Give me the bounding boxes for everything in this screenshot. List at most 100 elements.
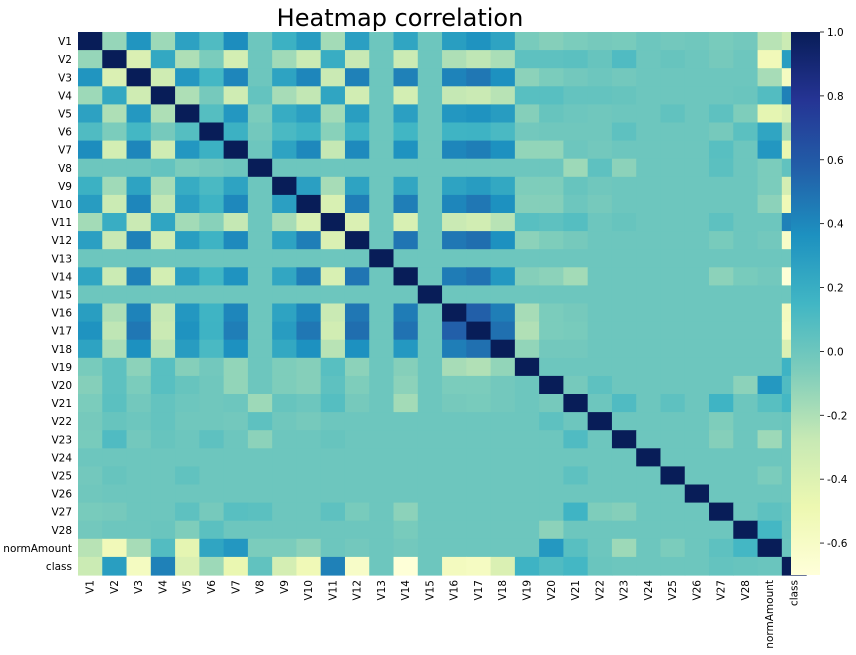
heatmap-cell xyxy=(442,231,467,250)
colorbar xyxy=(791,32,820,575)
heatmap-cell xyxy=(393,357,419,377)
heatmap-cell xyxy=(150,122,176,142)
heatmap-cell xyxy=(175,484,200,504)
heatmap-cell xyxy=(539,448,564,467)
heatmap-cell xyxy=(757,122,783,142)
heatmap-cell xyxy=(417,194,443,214)
heatmap-cell xyxy=(296,520,322,540)
heatmap-cell xyxy=(393,430,419,449)
heatmap-cell xyxy=(199,339,225,359)
heatmap-cell xyxy=(320,484,346,504)
heatmap-cell xyxy=(539,50,564,69)
colorbar-ticks: 1.0 0.8 0.6 0.4 0.2 0.0 -0.2 -0.4 -0.6 xyxy=(820,27,848,550)
heatmap-cell xyxy=(417,86,443,105)
heatmap-cell xyxy=(684,231,710,250)
heatmap-cell xyxy=(757,430,783,449)
x-tick-label: V9 xyxy=(279,580,291,594)
heatmap-cell xyxy=(175,321,200,341)
heatmap-cell xyxy=(199,394,225,413)
heatmap-cell xyxy=(587,430,613,449)
heatmap-cell xyxy=(247,122,273,142)
heatmap-cell xyxy=(490,538,516,558)
heatmap-cell xyxy=(199,538,225,558)
heatmap-cell xyxy=(490,394,516,413)
heatmap-cell xyxy=(563,32,589,51)
heatmap-cell xyxy=(247,484,273,504)
x-tick-label: V6 xyxy=(206,580,218,594)
heatmap-cell xyxy=(611,375,637,395)
heatmap-cell xyxy=(296,430,322,449)
y-tick-label: V12 xyxy=(51,235,72,247)
heatmap-cell xyxy=(199,32,225,51)
heatmap-cell xyxy=(223,556,249,576)
heatmap-cell xyxy=(126,285,152,305)
heatmap-cell xyxy=(539,321,564,341)
heatmap-cell xyxy=(709,140,734,160)
heatmap-cell xyxy=(272,484,298,504)
heatmap-cell xyxy=(78,430,103,449)
heatmap-cell xyxy=(199,104,225,124)
heatmap-cell xyxy=(78,158,103,178)
heatmap-cell xyxy=(150,50,176,69)
chart-title: Heatmap correlation xyxy=(277,4,524,32)
heatmap-cell xyxy=(466,303,492,323)
heatmap-cell xyxy=(223,412,249,431)
heatmap-cell xyxy=(320,375,346,395)
heatmap-cell xyxy=(442,321,467,341)
heatmap-cell xyxy=(393,394,419,413)
heatmap-cell xyxy=(587,32,613,51)
heatmap-cell xyxy=(247,68,273,87)
heatmap-cell xyxy=(490,285,516,305)
heatmap-cell xyxy=(466,520,492,540)
heatmap-cell xyxy=(150,68,176,87)
heatmap-cell xyxy=(393,68,419,87)
heatmap-cell xyxy=(247,267,273,286)
heatmap-cell xyxy=(539,285,564,305)
heatmap-cell xyxy=(611,194,637,214)
heatmap-cell xyxy=(709,68,734,87)
heatmap-cell xyxy=(563,394,589,413)
heatmap-cell xyxy=(247,394,273,413)
heatmap-cell xyxy=(247,303,273,323)
heatmap-cell xyxy=(684,68,710,87)
heatmap-cell xyxy=(102,321,128,341)
heatmap-cell xyxy=(636,32,662,51)
heatmap-cell xyxy=(684,430,710,449)
y-tick-label: V22 xyxy=(51,416,72,428)
heatmap-cell xyxy=(393,466,419,486)
heatmap-cell xyxy=(733,520,759,540)
heatmap-cell xyxy=(636,321,662,341)
heatmap-cell xyxy=(417,140,443,160)
heatmap-cell xyxy=(344,176,370,196)
heatmap-cell xyxy=(344,122,370,142)
heatmap-cell xyxy=(393,140,419,160)
colorbar-tick-label: -0.4 xyxy=(827,474,848,486)
heatmap-cell xyxy=(369,285,395,305)
heatmap-cell xyxy=(539,375,564,395)
heatmap-cell xyxy=(102,86,128,105)
heatmap-cell xyxy=(709,520,734,540)
heatmap-cell xyxy=(757,502,783,522)
heatmap-cell xyxy=(563,68,589,87)
heatmap-cell xyxy=(757,375,783,395)
heatmap-cell xyxy=(514,285,540,305)
heatmap-cell xyxy=(320,68,346,87)
heatmap-cell xyxy=(175,339,200,359)
heatmap-cell xyxy=(369,321,395,341)
heatmap-cell xyxy=(442,466,467,486)
heatmap-cell xyxy=(757,249,783,268)
y-tick-label: V13 xyxy=(51,253,72,265)
heatmap-cell xyxy=(78,32,103,51)
heatmap-cell xyxy=(684,339,710,359)
y-tick-label: class xyxy=(46,561,72,573)
heatmap-cell xyxy=(611,520,637,540)
heatmap-cell xyxy=(223,484,249,504)
heatmap-cell xyxy=(684,267,710,286)
heatmap-cell xyxy=(223,176,249,196)
heatmap-cell xyxy=(175,466,200,486)
heatmap-cell xyxy=(733,430,759,449)
heatmap-cell xyxy=(247,430,273,449)
heatmap-cell xyxy=(636,303,662,323)
heatmap-cell xyxy=(490,303,516,323)
heatmap-cell xyxy=(587,86,613,105)
